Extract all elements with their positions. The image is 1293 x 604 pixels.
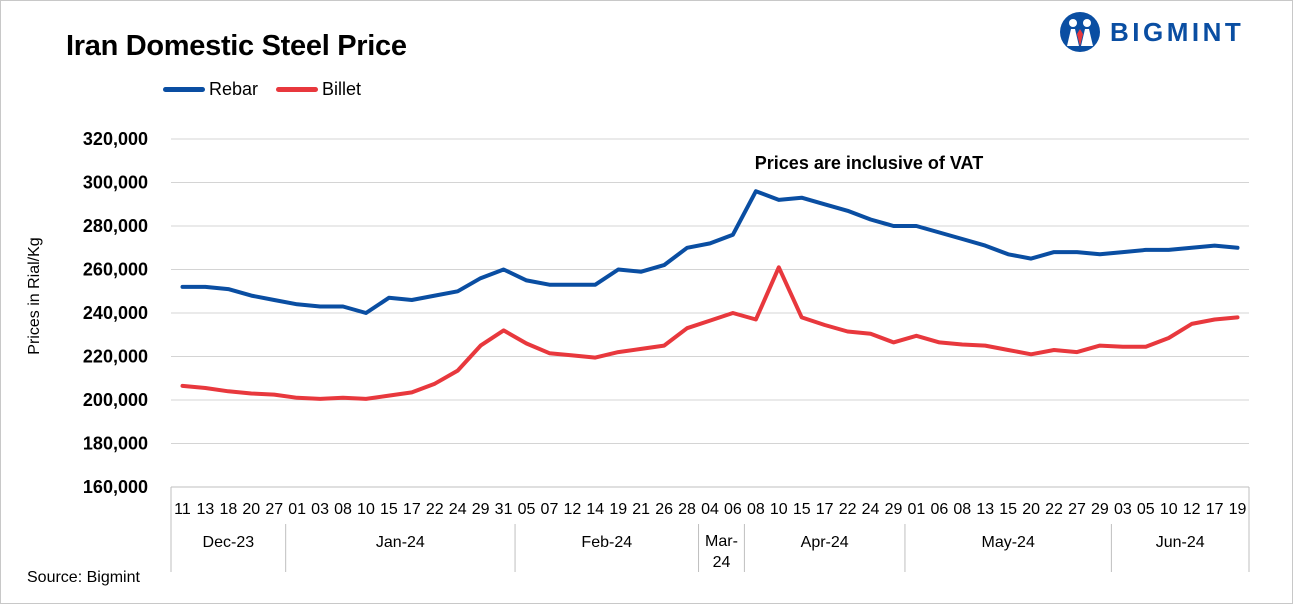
y-tick-label: 280,000 [83,216,148,236]
x-tick-label: 28 [678,501,696,518]
x-tick-label: 17 [1206,501,1224,518]
series-lines [180,189,1240,401]
x-group-label: Dec-23 [203,534,255,551]
x-tick-label: 10 [357,501,375,518]
legend-item-rebar: Rebar [163,79,258,100]
x-tick-label: 20 [1022,501,1040,518]
y-tick-label: 260,000 [83,260,148,280]
x-tick-label: 27 [1068,501,1086,518]
x-group-label: Mar-24 [705,533,738,571]
y-tick-label: 220,000 [83,347,148,367]
x-tick-label: 15 [999,501,1017,518]
x-tick-label: 13 [976,501,994,518]
vat-annotation: Prices are inclusive of VAT [755,153,983,173]
x-tick-label: 31 [495,501,513,518]
x-tick-label: 24 [449,501,467,518]
y-axis-ticks: 160,000 180,000 200,000 220,000 240,000 260,0… [83,129,148,497]
brand-name: BIGMINT [1110,16,1245,47]
x-tick-label: 22 [1045,501,1063,518]
legend-swatch-rebar [163,86,205,92]
x-tick-label: 06 [930,501,948,518]
x-tick-label: 27 [265,501,283,518]
x-tick-label: 05 [518,501,536,518]
x-tick-label: 22 [839,501,857,518]
legend-label-billet: Billet [322,78,362,99]
x-tick-label: 19 [609,501,627,518]
x-axis: 11 13 18 20 27 01 03 08 10 15 17 22 24 29 31 05 07 12 14 19… [170,486,1250,572]
series-line-rebar [180,189,1240,315]
legend-label-rebar: Rebar [209,78,259,99]
chart-title: Iran Domestic Steel Price [66,30,407,62]
x-tick-label: 10 [770,501,788,518]
x-tick-label: 08 [334,501,352,518]
x-tick-label: 18 [219,501,237,518]
gridlines [171,138,1249,488]
x-tick-label: 22 [426,501,444,518]
x-tick-label: 12 [1183,501,1201,518]
x-tick-label: 08 [747,501,765,518]
x-tick-label: 01 [908,501,926,518]
x-tick-label: 12 [563,501,581,518]
y-tick-label: 200,000 [83,390,148,410]
legend: Rebar Billet [163,78,379,100]
x-tick-label: 07 [541,501,559,518]
x-group-label: Jun-24 [1156,534,1205,551]
brand-logo: BIGMINT [1058,10,1244,54]
legend-swatch-billet [276,86,319,92]
x-tick-label: 29 [885,501,903,518]
x-tick-label: 06 [724,501,742,518]
x-tick-label: 05 [1137,501,1155,518]
x-tick-label: 21 [632,501,650,518]
x-group-label: May-24 [981,534,1034,551]
x-group-label: Apr-24 [801,534,849,551]
x-group-label: Jan-24 [376,534,425,551]
x-tick-label: 03 [311,501,329,518]
y-tick-label: 160,000 [83,477,148,497]
legend-item-billet: Billet [276,79,361,100]
x-tick-label: 29 [472,501,490,518]
y-tick-label: 300,000 [83,173,148,193]
x-tick-label: 15 [380,501,398,518]
x-tick-label: 08 [953,501,971,518]
y-tick-label: 180,000 [83,434,148,454]
x-tick-label: 11 [174,501,191,518]
y-tick-label: 240,000 [83,303,148,323]
y-tick-label: 320,000 [83,129,148,149]
series-line-billet [180,265,1240,401]
x-tick-label: 20 [242,501,260,518]
x-tick-label: 15 [793,501,811,518]
source-note: Source: Bigmint [27,569,140,586]
x-tick-label: 17 [403,501,421,518]
x-group-label: Feb-24 [581,534,632,551]
x-tick-label: 19 [1229,501,1247,518]
x-tick-label: 14 [586,501,604,518]
x-tick-label: 10 [1160,501,1178,518]
x-tick-label: 26 [655,501,673,518]
x-tick-label: 24 [862,501,880,518]
x-tick-label: 13 [197,501,215,518]
y-axis-label: Prices in Rial/Kg [26,237,43,354]
bigmint-logo-icon [1060,12,1100,52]
x-tick-label: 29 [1091,501,1109,518]
x-tick-label: 04 [701,501,719,518]
x-tick-label: 17 [816,501,834,518]
x-tick-label: 03 [1114,501,1132,518]
x-tick-label: 01 [288,501,306,518]
